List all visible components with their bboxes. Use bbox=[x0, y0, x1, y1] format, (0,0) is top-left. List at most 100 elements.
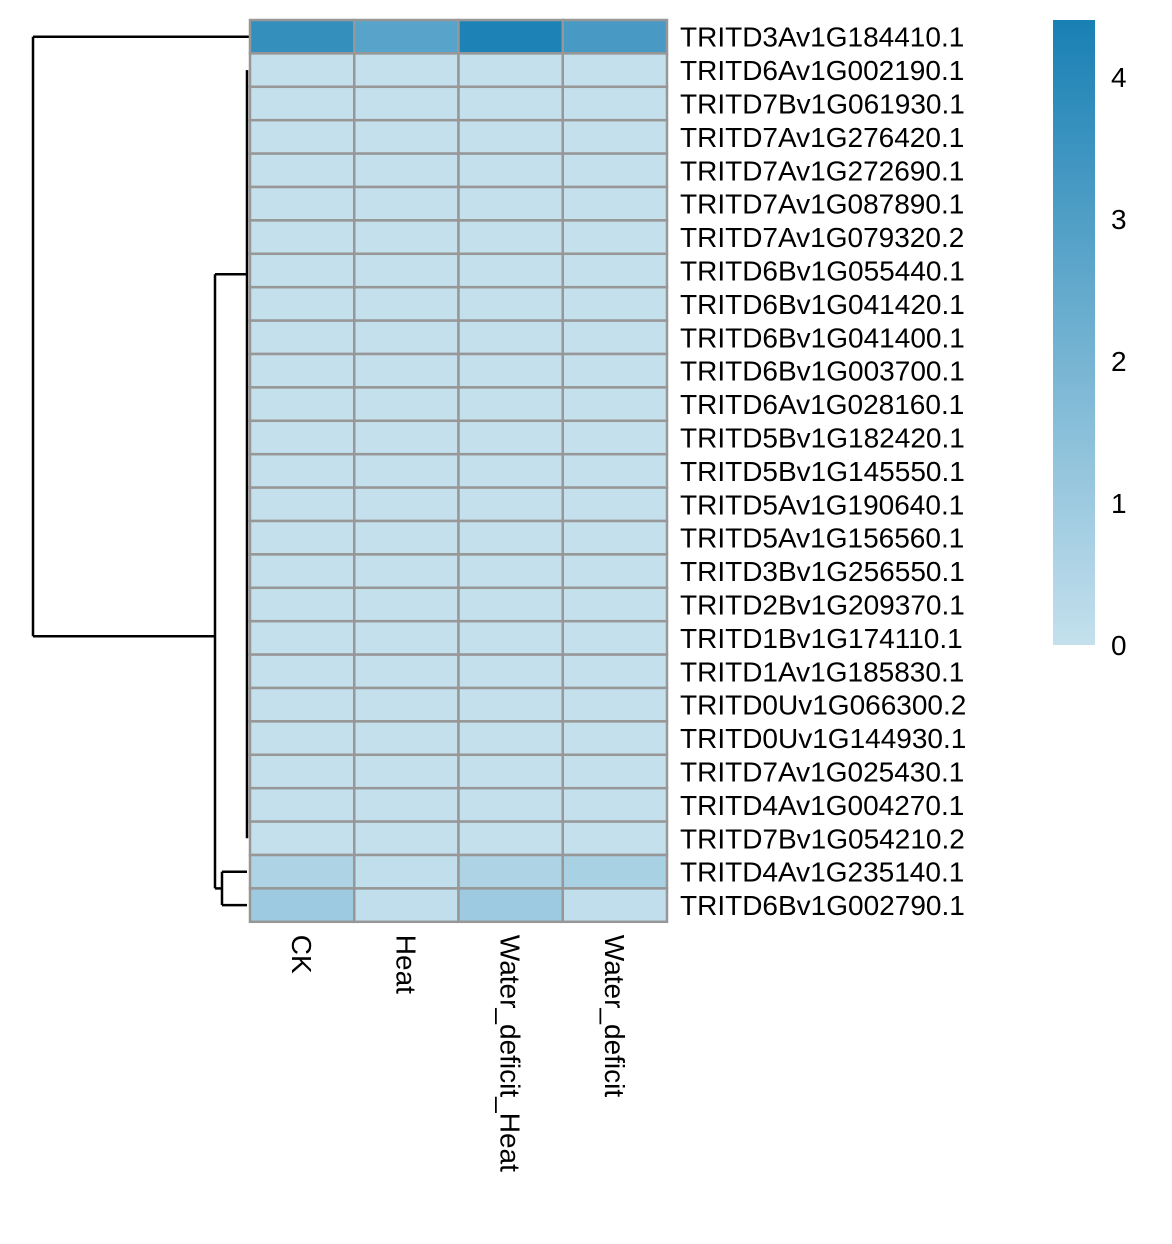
row-label: TRITD6Bv1G055440.1 bbox=[680, 256, 965, 287]
heatmap-cell bbox=[248, 519, 356, 556]
heatmap-cell bbox=[353, 753, 460, 790]
column-label: Heat bbox=[390, 935, 421, 994]
heatmap-cell bbox=[353, 85, 460, 122]
row-label: TRITD5Av1G190640.1 bbox=[680, 489, 964, 520]
heatmap-cell bbox=[248, 853, 356, 890]
heatmap-cell bbox=[248, 786, 356, 823]
row-label: TRITD5Bv1G145550.1 bbox=[680, 456, 965, 487]
heatmap-cell bbox=[248, 486, 356, 523]
heatmap-cell bbox=[457, 419, 564, 456]
heatmap-cell bbox=[248, 352, 356, 389]
heatmap-cell bbox=[561, 152, 669, 189]
heatmap-cell bbox=[561, 653, 669, 690]
heatmap-cell bbox=[457, 753, 564, 790]
heatmap-cell bbox=[457, 319, 564, 356]
heatmap-cell bbox=[457, 452, 564, 489]
heatmap-cell bbox=[457, 386, 564, 423]
color-legend: 0 1 2 3 4 bbox=[1053, 20, 1127, 661]
row-label: TRITD6Av1G002190.1 bbox=[680, 55, 964, 86]
heatmap-cell bbox=[457, 887, 564, 924]
heatmap-cell bbox=[561, 352, 669, 389]
legend-color-bar bbox=[1053, 20, 1095, 645]
heatmap-cell bbox=[561, 853, 669, 890]
heatmap-cell bbox=[353, 352, 460, 389]
heatmap-cell bbox=[353, 386, 460, 423]
legend-tick-label: 0 bbox=[1111, 630, 1127, 661]
heatmap-cell bbox=[248, 18, 356, 55]
column-label: Water_deficit_Heat bbox=[495, 935, 526, 1172]
heatmap-cell bbox=[353, 519, 460, 556]
heatmap-cell bbox=[561, 18, 669, 55]
row-label: TRITD7Av1G087890.1 bbox=[680, 189, 964, 220]
heatmap-cell bbox=[561, 319, 669, 356]
heatmap-cell bbox=[248, 319, 356, 356]
row-label: TRITD3Av1G184410.1 bbox=[680, 22, 964, 53]
heatmap-cell bbox=[248, 452, 356, 489]
heatmap-cell bbox=[561, 85, 669, 122]
heatmap-cell bbox=[561, 586, 669, 623]
heatmap-cell bbox=[353, 219, 460, 256]
heatmap-cell bbox=[248, 219, 356, 256]
heatmap-cells bbox=[248, 18, 669, 924]
legend-tick-label: 1 bbox=[1111, 488, 1127, 519]
heatmap-cell bbox=[561, 285, 669, 322]
heatmap-cell bbox=[457, 486, 564, 523]
heatmap-cell bbox=[353, 52, 460, 89]
heatmap-cell bbox=[248, 285, 356, 322]
heatmap-cell bbox=[457, 553, 564, 590]
heatmap-cell bbox=[353, 252, 460, 289]
heatmap-cell bbox=[353, 619, 460, 656]
heatmap-cell bbox=[561, 619, 669, 656]
heatmap-cell bbox=[353, 452, 460, 489]
heatmap-cell bbox=[248, 586, 356, 623]
legend-tick-label: 3 bbox=[1111, 204, 1127, 235]
heatmap-cell bbox=[248, 720, 356, 757]
row-label: TRITD7Av1G276420.1 bbox=[680, 122, 964, 153]
heatmap-cell bbox=[248, 386, 356, 423]
heatmap-cell bbox=[248, 118, 356, 155]
heatmap-cell bbox=[248, 152, 356, 189]
heatmap-cell bbox=[457, 686, 564, 723]
heatmap-cell bbox=[457, 586, 564, 623]
heatmap-cell bbox=[353, 419, 460, 456]
column-label: CK bbox=[286, 935, 317, 974]
heatmap-cell bbox=[457, 853, 564, 890]
heatmap-cell bbox=[457, 820, 564, 857]
heatmap-cell bbox=[457, 619, 564, 656]
row-label: TRITD6Bv1G041400.1 bbox=[680, 322, 965, 353]
heatmap-cell bbox=[353, 653, 460, 690]
heatmap-cell bbox=[353, 285, 460, 322]
row-label: TRITD6Av1G028160.1 bbox=[680, 389, 964, 420]
row-label: TRITD7Bv1G054210.2 bbox=[680, 823, 965, 854]
heatmap-cell bbox=[457, 52, 564, 89]
row-label: TRITD1Bv1G174110.1 bbox=[680, 623, 963, 654]
heatmap-cell bbox=[561, 553, 669, 590]
heatmap-cell bbox=[457, 118, 564, 155]
row-label: TRITD7Av1G272690.1 bbox=[680, 155, 964, 186]
heatmap-cell bbox=[457, 85, 564, 122]
heatmap-cell bbox=[561, 219, 669, 256]
heatmap-cell bbox=[457, 352, 564, 389]
heatmap-cell bbox=[457, 185, 564, 222]
heatmap-cell bbox=[561, 820, 669, 857]
row-label: TRITD4Av1G004270.1 bbox=[680, 790, 964, 821]
heatmap-cell bbox=[248, 887, 356, 924]
legend-tick-label: 2 bbox=[1111, 346, 1127, 377]
heatmap-cell bbox=[248, 553, 356, 590]
row-label: TRITD6Bv1G003700.1 bbox=[680, 356, 965, 387]
heatmap-cell bbox=[353, 185, 460, 222]
heatmap-cell bbox=[248, 820, 356, 857]
heatmap-cell bbox=[353, 586, 460, 623]
row-label: TRITD4Av1G235140.1 bbox=[680, 857, 964, 888]
heatmap-cell bbox=[248, 753, 356, 790]
heatmap-cell bbox=[561, 386, 669, 423]
heatmap-cell bbox=[248, 185, 356, 222]
heatmap-cell bbox=[353, 853, 460, 890]
heatmap-cell bbox=[561, 486, 669, 523]
heatmap-cell bbox=[353, 686, 460, 723]
heatmap-cell bbox=[561, 52, 669, 89]
heatmap-cell bbox=[561, 118, 669, 155]
heatmap-cell bbox=[353, 887, 460, 924]
